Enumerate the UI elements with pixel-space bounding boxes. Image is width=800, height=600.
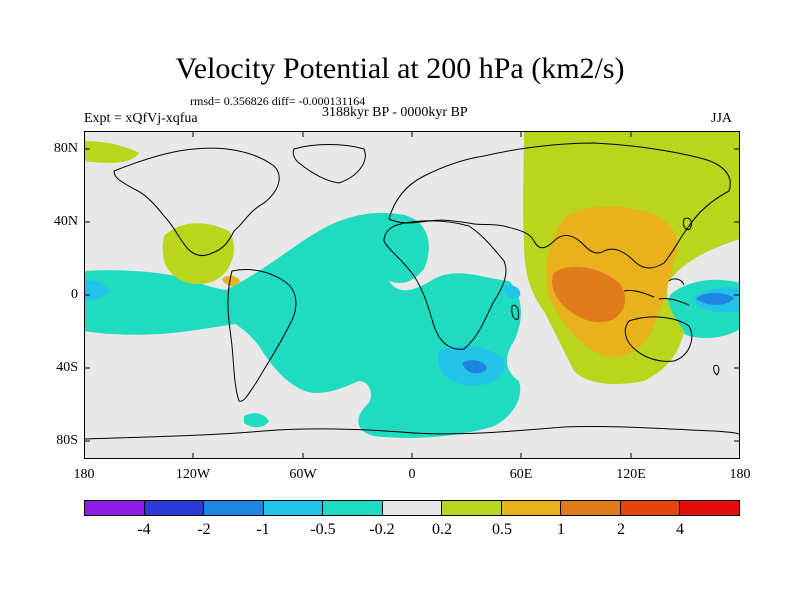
- colorbar: [84, 500, 740, 516]
- coastlines: [84, 142, 740, 440]
- lat-label-eq: 0: [71, 287, 78, 302]
- australia-outline: [624, 316, 693, 362]
- experiment-label: Expt = xQfVj-xqfua: [84, 111, 198, 126]
- new-zealand-outline: [713, 364, 720, 376]
- north-america-outline: [113, 147, 280, 257]
- madagascar-outline: [511, 304, 519, 320]
- colorbar-swatch: [501, 501, 562, 515]
- colorbar-label: 1: [557, 521, 565, 538]
- colorbar-swatch: [204, 501, 264, 515]
- colorbar-swatch: [680, 501, 740, 515]
- colorbar-label: -0.5: [310, 521, 336, 538]
- stats-label: rmsd= 0.356826 diff= -0.000131164: [190, 94, 366, 108]
- lon-label-0: 0: [408, 467, 416, 482]
- southeast-asia-islands-outline: [623, 278, 690, 306]
- map-panel: [84, 131, 740, 459]
- field-positive-north-pacific: [84, 141, 139, 163]
- colorbar-label: -1: [256, 521, 270, 538]
- field-positive-strong-indian-ocean: [552, 266, 626, 323]
- colorbar-swatch: [561, 501, 621, 515]
- season-label: JJA: [711, 111, 733, 126]
- colorbar-swatch: [620, 501, 681, 515]
- colorbar-swatch: [382, 501, 443, 515]
- lat-label-80n: 80N: [53, 141, 78, 156]
- lat-label-80s: 80S: [56, 433, 78, 448]
- lon-label-60w: 60W: [289, 467, 317, 482]
- colorbar-label: 4: [676, 521, 684, 538]
- field-negative-pacific-band: [84, 270, 289, 335]
- lon-label-120w: 120W: [175, 467, 211, 482]
- lon-label-180w: 180: [73, 467, 95, 482]
- colorbar-swatch: [85, 501, 145, 515]
- colorbar-swatch: [263, 501, 324, 515]
- japan-outline: [683, 217, 692, 230]
- lon-label-60e: 60E: [509, 467, 533, 482]
- field-neg-stronger-west-pacific: [696, 292, 734, 305]
- south-america-outline: [227, 268, 297, 402]
- field-negative-south-pacific-patch: [244, 413, 269, 428]
- eurasia-outline: [388, 142, 731, 269]
- colorbar-swatch: [323, 501, 383, 515]
- colorbar-label: 0.2: [432, 521, 452, 538]
- field-neg-stronger-atlantic: [462, 360, 487, 374]
- period-label: 3188kyr BP - 0000kyr BP: [322, 105, 468, 120]
- greenland-outline: [292, 144, 366, 184]
- lat-label-40n: 40N: [53, 214, 78, 229]
- field-neg-strong-indian: [504, 285, 521, 299]
- colorbar-label: -2: [197, 521, 211, 538]
- antarctica-outline: [84, 425, 740, 440]
- colorbar-swatch: [442, 501, 502, 515]
- field-negative-atlantic: [204, 212, 521, 438]
- colorbar-label: -0.2: [369, 521, 395, 538]
- field-positive-moderate-africa: [222, 275, 240, 287]
- africa-outline: [383, 220, 507, 350]
- lat-label-40s: 40S: [56, 360, 78, 375]
- chart-title: Velocity Potential at 200 hPa (km2/s): [175, 52, 625, 85]
- colorbar-label: -4: [137, 521, 151, 538]
- lon-label-180e: 180: [729, 467, 751, 482]
- colorbar-label: 2: [617, 521, 625, 538]
- colorbar-swatch: [144, 501, 205, 515]
- colorbar-label: 0.5: [492, 521, 512, 538]
- map-svg: [84, 131, 740, 459]
- field-neg-strong-equatorial-east-pacific: [84, 280, 109, 300]
- axis-ticks: [84, 131, 740, 459]
- lon-label-120e: 120E: [616, 467, 646, 482]
